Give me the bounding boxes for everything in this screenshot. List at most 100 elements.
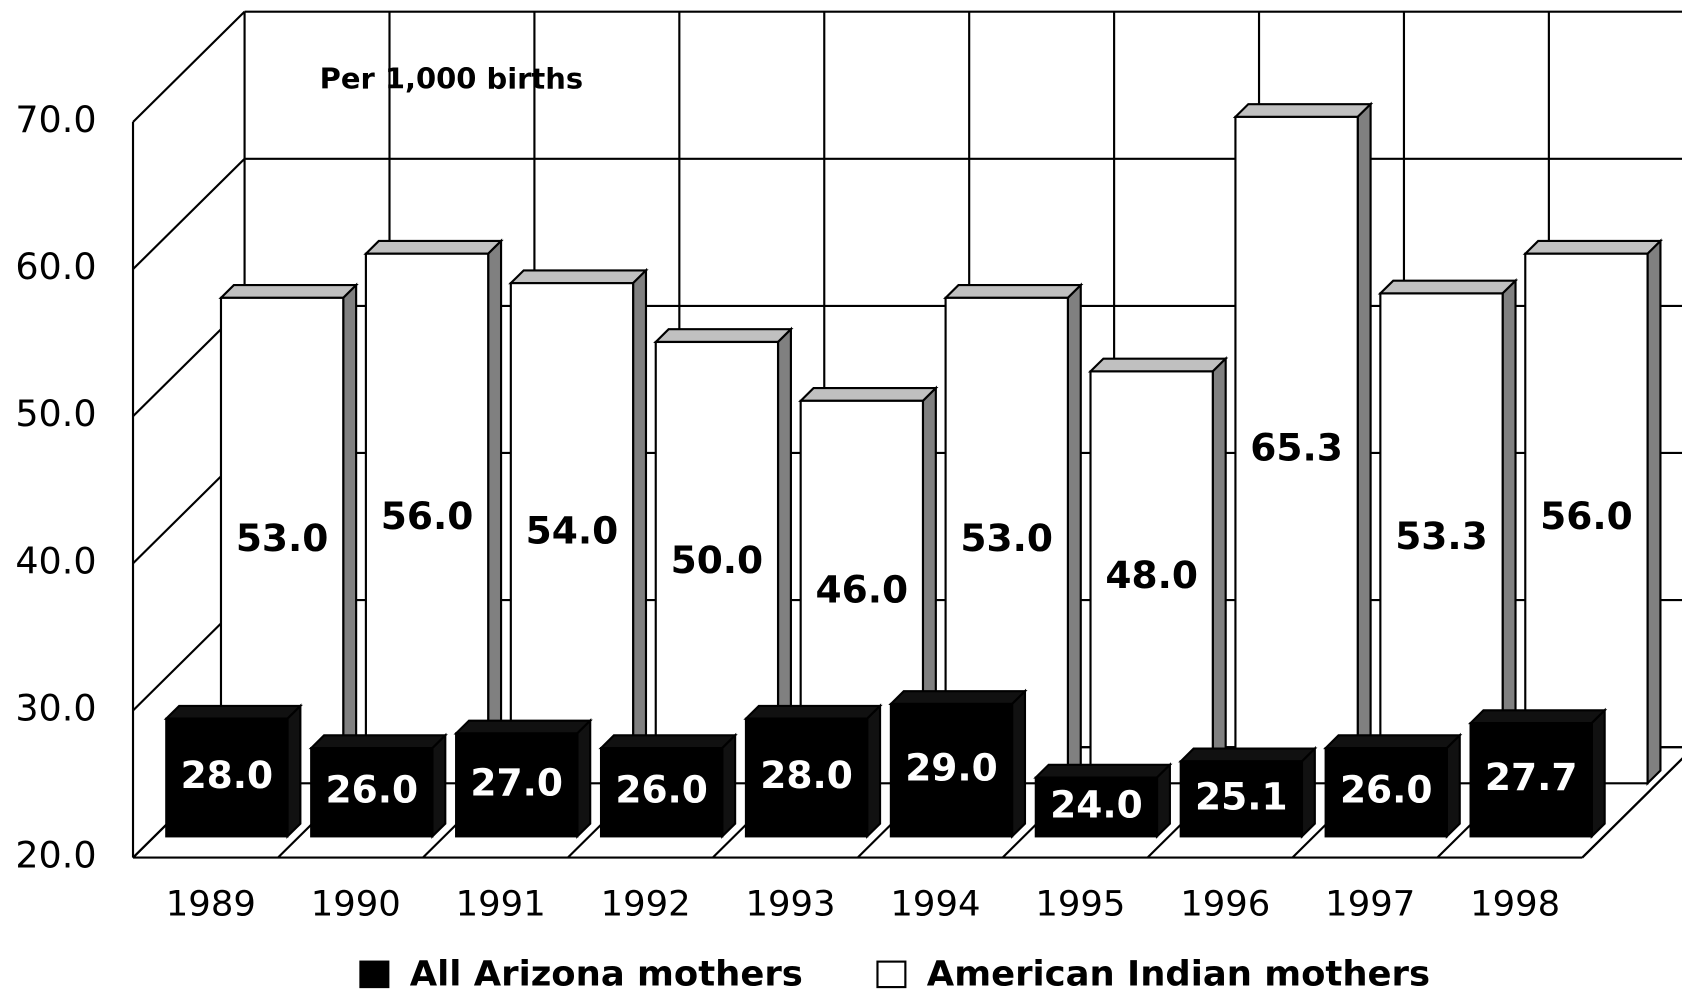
bar-side (431, 732, 447, 839)
bar-side (576, 718, 592, 839)
legend-label: All Arizona mothers (410, 954, 803, 995)
y-tick-label: 50.0 (15, 392, 96, 435)
bar (219, 296, 345, 785)
bar-top (218, 284, 359, 299)
bar-top (888, 690, 1028, 706)
bar-top (1087, 357, 1229, 373)
annotation: Per 1,000 births (320, 62, 583, 96)
bar-side (632, 267, 648, 786)
bar-label: 27.7 (1485, 755, 1578, 799)
bar-side (487, 238, 503, 786)
bar-label: 56.0 (1540, 494, 1633, 538)
y-tick-label: 70.0 (15, 98, 96, 141)
bar (599, 747, 724, 838)
bar-side (342, 282, 358, 786)
bar-side (1646, 238, 1662, 786)
bar-top (1522, 239, 1664, 255)
bar-side (1356, 101, 1372, 786)
legend-label: American Indian mothers (927, 954, 1430, 995)
bar-top (598, 734, 738, 750)
floor-right (1581, 757, 1682, 859)
bar-label: 26.0 (615, 768, 708, 812)
y-tick-label: 60.0 (15, 245, 96, 288)
y-tick-label: 40.0 (15, 540, 96, 583)
bar-top (653, 328, 794, 344)
bar-top (163, 704, 303, 720)
bar (1324, 747, 1448, 838)
bar-label: 24.0 (1050, 783, 1143, 827)
bar-label: 53.0 (960, 516, 1053, 560)
bar (889, 702, 1014, 838)
bar-side (1066, 282, 1082, 786)
bar-side (1445, 732, 1461, 839)
x-tick-label: 1991 (456, 883, 546, 924)
bar-label: 27.0 (470, 761, 563, 805)
bar-side (866, 703, 882, 839)
bar-side (1590, 707, 1606, 839)
bar-side (1211, 356, 1227, 786)
bar-top (453, 719, 593, 735)
grid-line (132, 158, 246, 270)
bar-top (1232, 103, 1374, 118)
bar-label: 29.0 (905, 746, 998, 790)
y-tick-label: 20.0 (15, 834, 96, 877)
bar-top (363, 239, 504, 255)
bar-label: 56.0 (381, 494, 474, 538)
bar-label: 26.0 (1340, 768, 1433, 812)
bar (364, 252, 490, 785)
bar-top (1178, 747, 1318, 763)
bar-side (1011, 688, 1027, 839)
y-tick-label: 30.0 (15, 687, 96, 730)
bar-label: 54.0 (526, 509, 619, 553)
bar (1179, 760, 1304, 838)
bar (1089, 370, 1214, 785)
bar-side (1155, 762, 1171, 839)
x-tick-label: 1992 (601, 883, 691, 924)
x-tick-label: 1995 (1035, 883, 1125, 924)
bar (310, 747, 434, 838)
x-tick-label: 1994 (890, 883, 980, 924)
bar-label: 28.0 (760, 753, 853, 797)
bar-label: 53.0 (236, 516, 329, 560)
bar-top (308, 734, 448, 750)
x-tick-label: 1990 (311, 883, 401, 924)
bar (1379, 292, 1504, 785)
bar-side (286, 703, 302, 839)
legend-swatch (876, 960, 907, 989)
bar-label: 53.3 (1395, 514, 1488, 558)
x-tick-label: 1993 (745, 883, 835, 924)
bar-label: 25.1 (1195, 774, 1288, 818)
bar-label: 65.3 (1250, 426, 1343, 470)
bar (1034, 776, 1159, 838)
bar (1469, 722, 1593, 838)
grid-line (132, 10, 246, 123)
bar-label: 26.0 (326, 768, 419, 812)
bar-side (1300, 746, 1316, 839)
bar-label: 50.0 (671, 538, 764, 582)
bar-top (1467, 709, 1608, 725)
bar (165, 717, 289, 838)
legend-swatch (359, 960, 390, 989)
bar-top (508, 269, 649, 285)
bar-top (743, 704, 883, 720)
x-tick-label: 1998 (1470, 883, 1560, 924)
bar-side (721, 732, 737, 839)
bar-top (942, 284, 1084, 299)
bar-label: 48.0 (1105, 553, 1198, 597)
x-tick-label: 1989 (166, 883, 256, 924)
bar-top (1033, 763, 1173, 779)
bar-top (1323, 734, 1463, 750)
x-tick-label: 1997 (1325, 883, 1415, 924)
x-tick-label: 1996 (1180, 883, 1270, 924)
bar (509, 282, 635, 785)
bar-side (1501, 278, 1517, 786)
bar (455, 732, 579, 838)
bar-top (1377, 279, 1519, 295)
bar-label: 46.0 (816, 568, 909, 612)
bar (744, 717, 869, 838)
bar-top (798, 387, 939, 402)
bar (1524, 252, 1649, 785)
bar (1234, 115, 1359, 785)
bar-label: 28.0 (181, 753, 274, 797)
